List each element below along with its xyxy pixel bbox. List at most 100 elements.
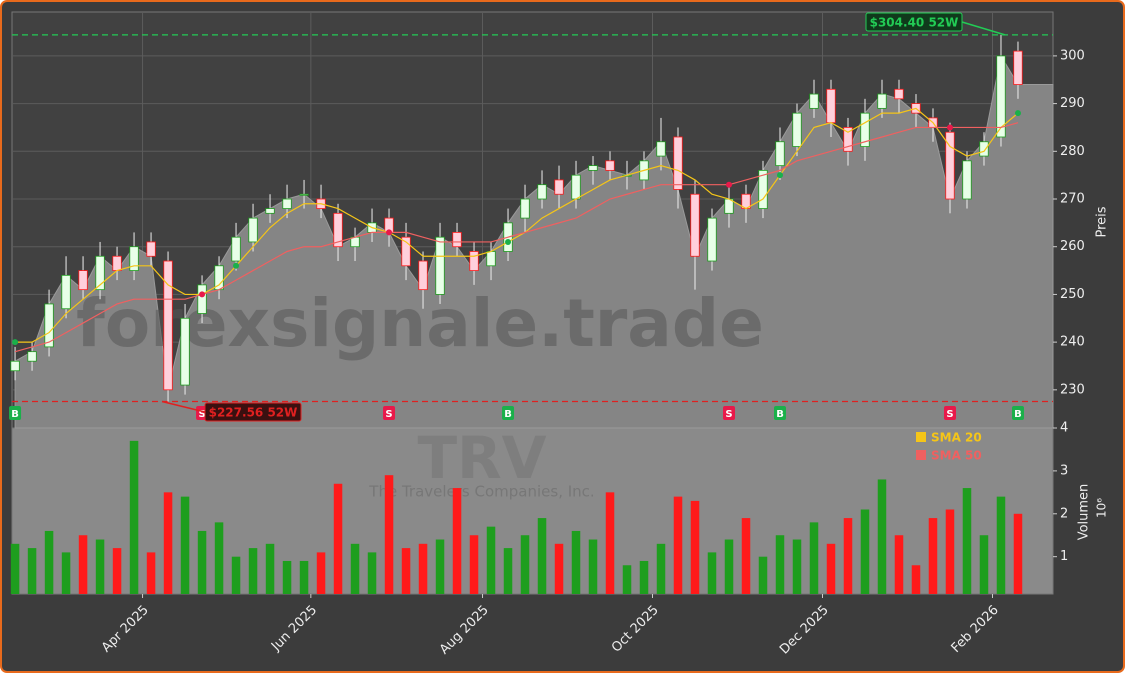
y-tick-label: 260 xyxy=(1060,239,1085,254)
volume-bar xyxy=(826,543,836,594)
signal-dot xyxy=(1014,110,1021,117)
volume-bar xyxy=(962,488,972,594)
volume-bar xyxy=(758,556,768,594)
volume-bar xyxy=(129,440,139,594)
candle-body xyxy=(248,217,258,243)
volume-bar xyxy=(537,518,547,594)
volume-bar xyxy=(486,526,496,594)
signal-badge xyxy=(723,406,736,420)
annotation-label: $227.56 52W xyxy=(209,406,298,420)
ticker-watermark: TRV xyxy=(417,424,546,492)
candle-body xyxy=(401,236,411,267)
volume-bar xyxy=(248,548,258,594)
legend-label: SMA 20 xyxy=(931,431,982,445)
volume-bar xyxy=(554,543,564,594)
volume-bar xyxy=(877,479,887,594)
candle-body xyxy=(537,184,547,200)
volume-axis-label: Volumen xyxy=(1077,484,1092,541)
candle-body xyxy=(282,198,292,209)
volume-bar xyxy=(639,560,649,594)
candle-body xyxy=(673,136,683,190)
volume-bar xyxy=(911,565,921,594)
candle-body xyxy=(1013,50,1023,85)
signal-badge xyxy=(502,406,515,420)
volume-bar xyxy=(299,560,309,594)
volume-bar xyxy=(707,552,717,594)
candle-body xyxy=(61,274,71,310)
volume-bar xyxy=(656,543,666,594)
signal-label: S xyxy=(946,409,953,420)
y-tick-label: 270 xyxy=(1060,192,1085,207)
volume-bar xyxy=(588,539,598,594)
signal-label: S xyxy=(725,409,732,420)
y-tick-label: 300 xyxy=(1060,48,1085,63)
volume-unit: 10⁶ xyxy=(1095,498,1109,518)
sma-line xyxy=(15,107,1019,343)
candle-body xyxy=(265,208,275,214)
candle-body xyxy=(656,141,666,157)
signal-dot xyxy=(386,229,393,236)
signal-dot xyxy=(233,262,240,269)
y-tick-label: 280 xyxy=(1060,144,1085,159)
candle-body xyxy=(877,93,887,109)
candle-body xyxy=(44,303,54,348)
candle-body xyxy=(605,160,615,171)
candle-body xyxy=(843,127,853,152)
volume-bar xyxy=(469,535,479,594)
annotation-box xyxy=(204,402,302,422)
volume-bar xyxy=(520,535,530,594)
signal-label: B xyxy=(504,409,512,420)
candle-body xyxy=(690,193,700,257)
candle-body xyxy=(10,360,20,372)
signal-label: S xyxy=(385,409,392,420)
volume-y-tick-label: 4 xyxy=(1060,421,1068,436)
y-axis-label: Preis xyxy=(1095,206,1110,237)
volume-bar xyxy=(605,492,615,594)
volume-bar xyxy=(945,509,955,594)
y-tick-label: 240 xyxy=(1060,335,1085,350)
candle-body xyxy=(452,232,462,248)
volume-bar xyxy=(214,522,224,594)
signal-badge xyxy=(383,406,396,420)
y-tick-label: 290 xyxy=(1060,96,1085,111)
signal-dot xyxy=(946,124,953,131)
volume-bar xyxy=(265,543,275,594)
candle-body xyxy=(860,112,870,147)
volume-bar xyxy=(197,530,207,594)
signal-label: B xyxy=(1014,409,1022,420)
watermark: forexsignale.trade xyxy=(76,285,764,362)
volume-bar xyxy=(690,500,700,594)
legend-swatch xyxy=(916,450,926,460)
candle-body xyxy=(826,88,836,124)
candle-body xyxy=(962,160,972,200)
volume-bar xyxy=(792,539,802,594)
candle-body xyxy=(520,198,530,219)
volume-bar xyxy=(61,552,71,594)
candle-body xyxy=(588,165,598,171)
legend-swatch xyxy=(916,432,926,442)
sma-line xyxy=(14,122,1019,353)
volume-bar xyxy=(741,518,751,594)
volume-bar xyxy=(996,496,1006,594)
volume-bar xyxy=(78,535,88,594)
volume-bar xyxy=(622,565,632,594)
volume-bar xyxy=(724,539,734,594)
candle-body xyxy=(112,255,122,271)
signal-dot xyxy=(505,238,512,245)
signal-dot xyxy=(726,181,733,188)
volume-bar xyxy=(809,522,819,594)
volume-bar xyxy=(1013,513,1023,594)
candle-body xyxy=(163,260,173,391)
volume-bar xyxy=(384,475,394,594)
signal-dot xyxy=(199,291,206,298)
volume-y-tick-label: 2 xyxy=(1060,506,1068,521)
signal-badge xyxy=(943,406,956,420)
candle-body xyxy=(486,251,496,267)
candle-body xyxy=(996,55,1006,138)
volume-bar xyxy=(418,543,428,594)
candle-body xyxy=(146,241,156,257)
price-area xyxy=(14,54,1054,429)
volume-bar xyxy=(350,543,360,594)
candle-body xyxy=(418,260,428,291)
candle-body xyxy=(792,112,802,147)
